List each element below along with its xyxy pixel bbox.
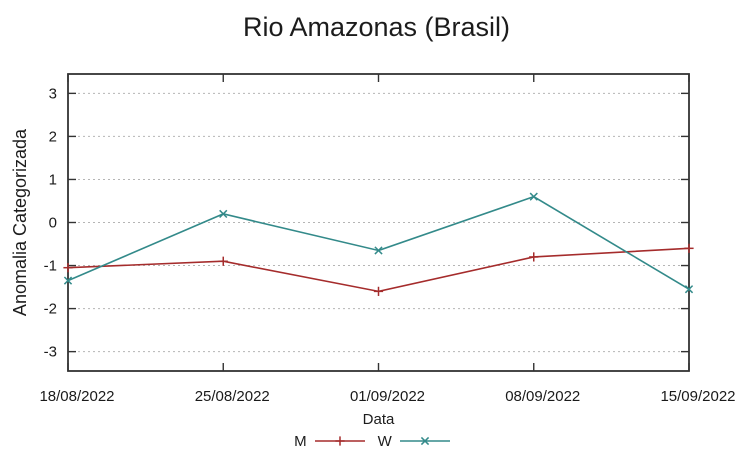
y-tick-label: 0 — [49, 215, 57, 232]
gridlines — [68, 92, 689, 353]
x-tick-label: 15/09/2022 — [660, 388, 735, 405]
legend-label: M — [294, 432, 307, 450]
y-tick-label: 3 — [49, 85, 57, 102]
data-point-marker-plus — [373, 286, 384, 296]
x-tick-label: 01/09/2022 — [350, 388, 425, 405]
series-W — [63, 192, 694, 294]
legend-sample-M — [314, 436, 365, 446]
y-tick-label: -3 — [44, 344, 57, 361]
legend-sample-W — [399, 436, 450, 446]
data-point-marker-cross — [684, 285, 694, 294]
data-point-marker-cross — [63, 276, 73, 285]
data-point-marker-plus — [529, 252, 539, 262]
y-tick-label: -2 — [44, 301, 57, 318]
data-point-marker-cross — [219, 209, 228, 219]
chart-title: Rio Amazonas (Brasil) — [242, 12, 511, 42]
tick-labels: -3 -2 -1 0 1 2 3 18/08/2022 25/08/2022 01/09/2022… — [39, 85, 735, 405]
legend-item-M: M — [294, 433, 366, 450]
x-tick-label: 25/08/2022 — [195, 388, 270, 405]
axis-ticks — [67, 74, 690, 371]
legend-label: W — [377, 432, 392, 450]
data-point-marker-plus — [63, 263, 73, 273]
data-point-marker-plus — [218, 256, 228, 266]
x-tick-label: 08/09/2022 — [505, 388, 580, 405]
series-M — [63, 243, 694, 296]
x-tick-label: 18/08/2022 — [39, 388, 114, 405]
series-line-W — [67, 195, 690, 290]
y-tick-label: 2 — [49, 128, 57, 145]
y-tick-label: 1 — [49, 171, 57, 188]
y-tick-label: -1 — [44, 258, 57, 275]
data-point-marker-cross — [529, 192, 538, 201]
x-axis-label: Data — [362, 411, 395, 428]
series-line-M — [67, 247, 690, 293]
data-point-marker-cross — [374, 246, 383, 255]
legend-item-W: W — [378, 433, 451, 450]
data-point-marker-plus — [684, 243, 694, 253]
